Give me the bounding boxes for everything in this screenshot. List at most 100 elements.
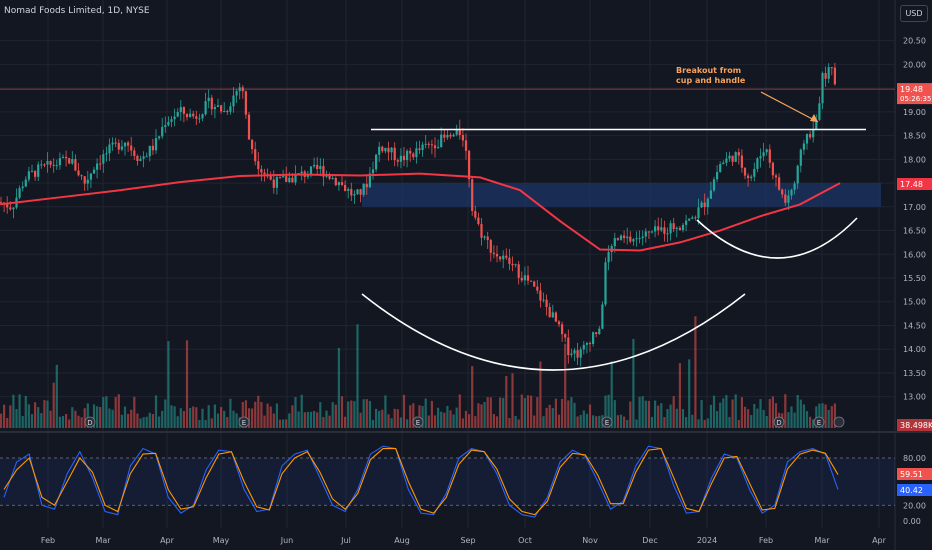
- candle-body: [657, 226, 660, 231]
- candle-body: [619, 235, 623, 240]
- volume-bar: [282, 419, 285, 428]
- volume-bar: [657, 405, 660, 428]
- countdown-label: 05:26:35: [900, 95, 931, 103]
- volume-bar: [542, 416, 545, 428]
- volume-bar: [523, 398, 526, 428]
- candle-body: [740, 155, 743, 168]
- candle-body: [461, 135, 464, 141]
- candle-body: [282, 176, 285, 178]
- stoch-tick-1: 20.00: [903, 501, 926, 510]
- candle-body: [285, 176, 288, 182]
- volume-bar: [712, 395, 716, 428]
- candle-body: [37, 164, 40, 177]
- candle-body: [68, 158, 71, 164]
- candle-body: [52, 164, 55, 166]
- volume-bar: [130, 409, 133, 428]
- volume-bar: [139, 418, 142, 428]
- candle-body: [573, 350, 576, 354]
- candle-body: [275, 177, 278, 188]
- candle-body: [598, 328, 601, 334]
- volume-bar: [455, 407, 458, 428]
- candle-body: [340, 182, 344, 185]
- candle-body: [179, 107, 182, 113]
- candle-body: [728, 155, 731, 159]
- currency-button[interactable]: USD: [900, 5, 928, 22]
- candle-body: [626, 236, 629, 239]
- volume-bars: [0, 316, 836, 428]
- stochastic-pane: [0, 445, 895, 518]
- volume-bar: [182, 411, 185, 428]
- candle-body: [539, 290, 542, 301]
- volume-bar: [672, 396, 675, 428]
- candle-body: [375, 154, 378, 170]
- volume-bar: [105, 396, 108, 428]
- x-tick-label-5: Jul: [340, 536, 351, 545]
- volume-bar: [52, 382, 55, 428]
- candle-body: [427, 143, 430, 145]
- volume-bar: [607, 394, 610, 428]
- candle-body: [712, 179, 716, 191]
- candle-body: [523, 275, 526, 281]
- candle-body: [170, 119, 173, 122]
- volume-bar: [468, 414, 471, 428]
- volume-bar: [344, 416, 347, 428]
- volume-bar: [331, 402, 334, 428]
- candle-body: [533, 281, 536, 287]
- volume-bar: [201, 408, 204, 428]
- volume-bar: [573, 402, 576, 428]
- volume-bar: [452, 414, 455, 428]
- candle-body: [195, 116, 198, 119]
- handle-curve: [696, 217, 858, 259]
- candle-body: [607, 252, 610, 263]
- event-marker-label-5: E: [817, 419, 821, 427]
- volume-bar: [71, 407, 74, 428]
- candle-body: [678, 227, 681, 231]
- candle-body: [362, 184, 365, 195]
- volume-bar: [297, 411, 300, 428]
- candle-body: [381, 146, 384, 152]
- candle-body: [499, 256, 502, 260]
- candle-body: [49, 160, 52, 165]
- volume-bar: [809, 416, 812, 428]
- candle-body: [762, 152, 765, 157]
- volume-bar: [263, 415, 266, 428]
- candle-body: [43, 164, 46, 166]
- candle-body: [27, 171, 30, 180]
- candle-body: [176, 112, 179, 117]
- candle-body: [809, 134, 812, 138]
- volume-bar: [471, 366, 474, 428]
- volume-bar: [833, 403, 836, 428]
- candle-body: [536, 286, 539, 291]
- volume-bar: [402, 394, 406, 428]
- volume-bar: [192, 406, 195, 428]
- candle-body: [576, 350, 579, 358]
- candle-body: [83, 176, 86, 184]
- candle-body: [703, 202, 706, 208]
- candle-body: [756, 158, 759, 169]
- volume-bar: [499, 397, 502, 428]
- candle-body: [406, 150, 409, 161]
- volume-bar: [68, 419, 71, 428]
- volume-bar: [796, 394, 799, 428]
- volume-bar: [74, 410, 77, 428]
- candle-body: [337, 182, 340, 186]
- volume-bar: [378, 410, 381, 428]
- candle-body: [313, 164, 316, 167]
- candle-body: [743, 167, 747, 176]
- candle-body: [185, 113, 189, 118]
- volume-bar: [322, 417, 325, 428]
- volume-bar: [173, 406, 176, 428]
- volume-bar: [213, 404, 216, 428]
- volume-bar: [381, 409, 384, 428]
- volume-bar: [18, 394, 21, 428]
- candle-body: [353, 194, 356, 196]
- volume-bar: [461, 418, 464, 428]
- volume-bar: [626, 419, 629, 428]
- candle-body: [421, 144, 424, 151]
- candle-body: [92, 169, 96, 174]
- volume-bar: [688, 359, 691, 428]
- candle-body: [204, 101, 207, 115]
- volume-bar: [306, 411, 309, 428]
